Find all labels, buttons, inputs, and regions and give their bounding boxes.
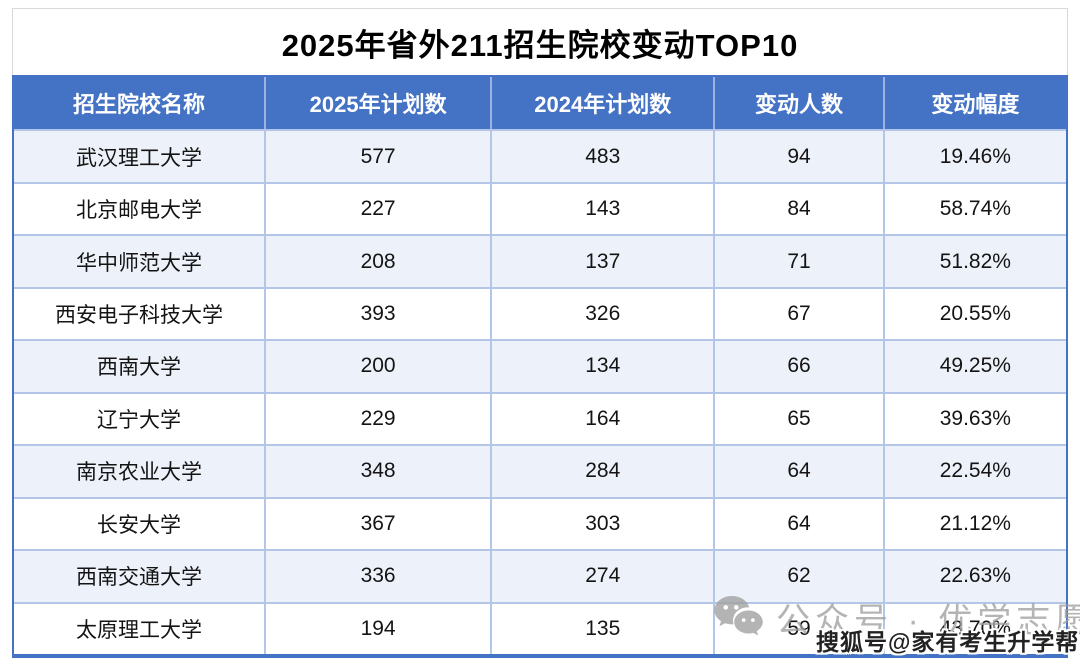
table-row: 西南交通大学 336 274 62 22.63% <box>14 549 1066 602</box>
header-plan-2024: 2024年计划数 <box>492 77 716 130</box>
data-table: 招生院校名称 2025年计划数 2024年计划数 变动人数 变动幅度 武汉理工大… <box>12 75 1068 658</box>
cell-plan-2024: 326 <box>492 288 716 340</box>
cell-rate: 22.54% <box>939 459 1011 483</box>
cell-plan-2024: 284 <box>492 446 716 497</box>
cell-school: 华中师范大学 <box>14 236 267 287</box>
cell-change: 64 <box>715 498 885 550</box>
cell-school: 太原理工大学 <box>14 603 267 654</box>
table-row: 武汉理工大学 577 483 94 19.46% <box>14 129 1066 182</box>
table-row: 辽宁大学 229 164 65 39.63% <box>14 391 1066 445</box>
cell-rate: 51.82% <box>939 249 1011 273</box>
cell-school: 武汉理工大学 <box>14 131 267 182</box>
page-title: 2025年省外211招生院校变动TOP10 <box>12 8 1068 75</box>
cell-plan-2024: 134 <box>492 341 716 392</box>
cell-change: 65 <box>715 393 885 445</box>
cell-change: 62 <box>715 551 885 602</box>
cell-change: 94 <box>715 131 885 182</box>
cell-rate: 39.63% <box>939 406 1011 430</box>
cell-plan-2024: 303 <box>492 498 716 550</box>
cell-change: 66 <box>715 341 885 392</box>
cell-rate: 58.74% <box>939 197 1011 221</box>
header-change: 变动人数 <box>715 77 885 130</box>
table-row: 太原理工大学 194 135 59 43.70% <box>14 601 1066 654</box>
cell-change: 67 <box>715 288 885 340</box>
cell-plan-2025: 393 <box>266 288 493 340</box>
cell-school: 长安大学 <box>14 498 267 550</box>
cell-plan-2024: 135 <box>492 603 716 654</box>
cell-plan-2025: 229 <box>266 393 493 445</box>
cell-plan-2025: 367 <box>266 498 493 550</box>
cell-rate: 49.25% <box>939 354 1011 378</box>
cell-plan-2024: 164 <box>492 393 716 445</box>
cell-rate: 20.55% <box>939 302 1011 326</box>
cell-plan-2025: 208 <box>266 236 493 287</box>
table-row: 长安大学 367 303 64 21.12% <box>14 496 1066 550</box>
cell-plan-2024: 143 <box>492 183 716 235</box>
cell-school: 南京农业大学 <box>14 446 267 497</box>
table-row: 南京农业大学 348 284 64 22.54% <box>14 444 1066 497</box>
cell-change: 71 <box>715 236 885 287</box>
table-header-row: 招生院校名称 2025年计划数 2024年计划数 变动人数 变动幅度 <box>14 77 1066 130</box>
cell-school: 辽宁大学 <box>14 393 267 445</box>
cell-change: 84 <box>715 183 885 235</box>
cell-plan-2025: 577 <box>266 131 493 182</box>
table-row: 西南大学 200 134 66 49.25% <box>14 339 1066 392</box>
header-rate: 变动幅度 <box>931 92 1020 118</box>
table-row: 华中师范大学 208 137 71 51.82% <box>14 234 1066 287</box>
cell-school: 西安电子科技大学 <box>14 288 267 340</box>
cell-rate: 43.70% <box>939 616 1011 640</box>
cell-change: 64 <box>715 446 885 497</box>
cell-plan-2025: 336 <box>266 551 493 602</box>
cell-rate: 21.12% <box>939 511 1011 535</box>
cell-plan-2024: 137 <box>492 236 716 287</box>
cell-plan-2025: 194 <box>266 603 493 654</box>
header-plan-2025: 2025年计划数 <box>266 77 493 130</box>
cell-plan-2024: 274 <box>492 551 716 602</box>
table-row: 北京邮电大学 227 143 84 58.74% <box>14 181 1066 235</box>
cell-plan-2025: 200 <box>266 341 493 392</box>
cell-rate: 19.46% <box>939 144 1011 168</box>
cell-change: 59 <box>715 603 885 654</box>
table-board: 2025年省外211招生院校变动TOP10 招生院校名称 2025年计划数 20… <box>12 8 1068 658</box>
cell-school: 西南交通大学 <box>14 551 267 602</box>
cell-school: 北京邮电大学 <box>14 183 267 235</box>
cell-plan-2025: 348 <box>266 446 493 497</box>
cell-rate: 22.63% <box>939 564 1011 588</box>
cell-plan-2024: 483 <box>492 131 716 182</box>
cell-plan-2025: 227 <box>266 183 493 235</box>
table-row: 西安电子科技大学 393 326 67 20.55% <box>14 286 1066 340</box>
cell-school: 西南大学 <box>14 341 267 392</box>
header-school: 招生院校名称 <box>14 77 267 130</box>
